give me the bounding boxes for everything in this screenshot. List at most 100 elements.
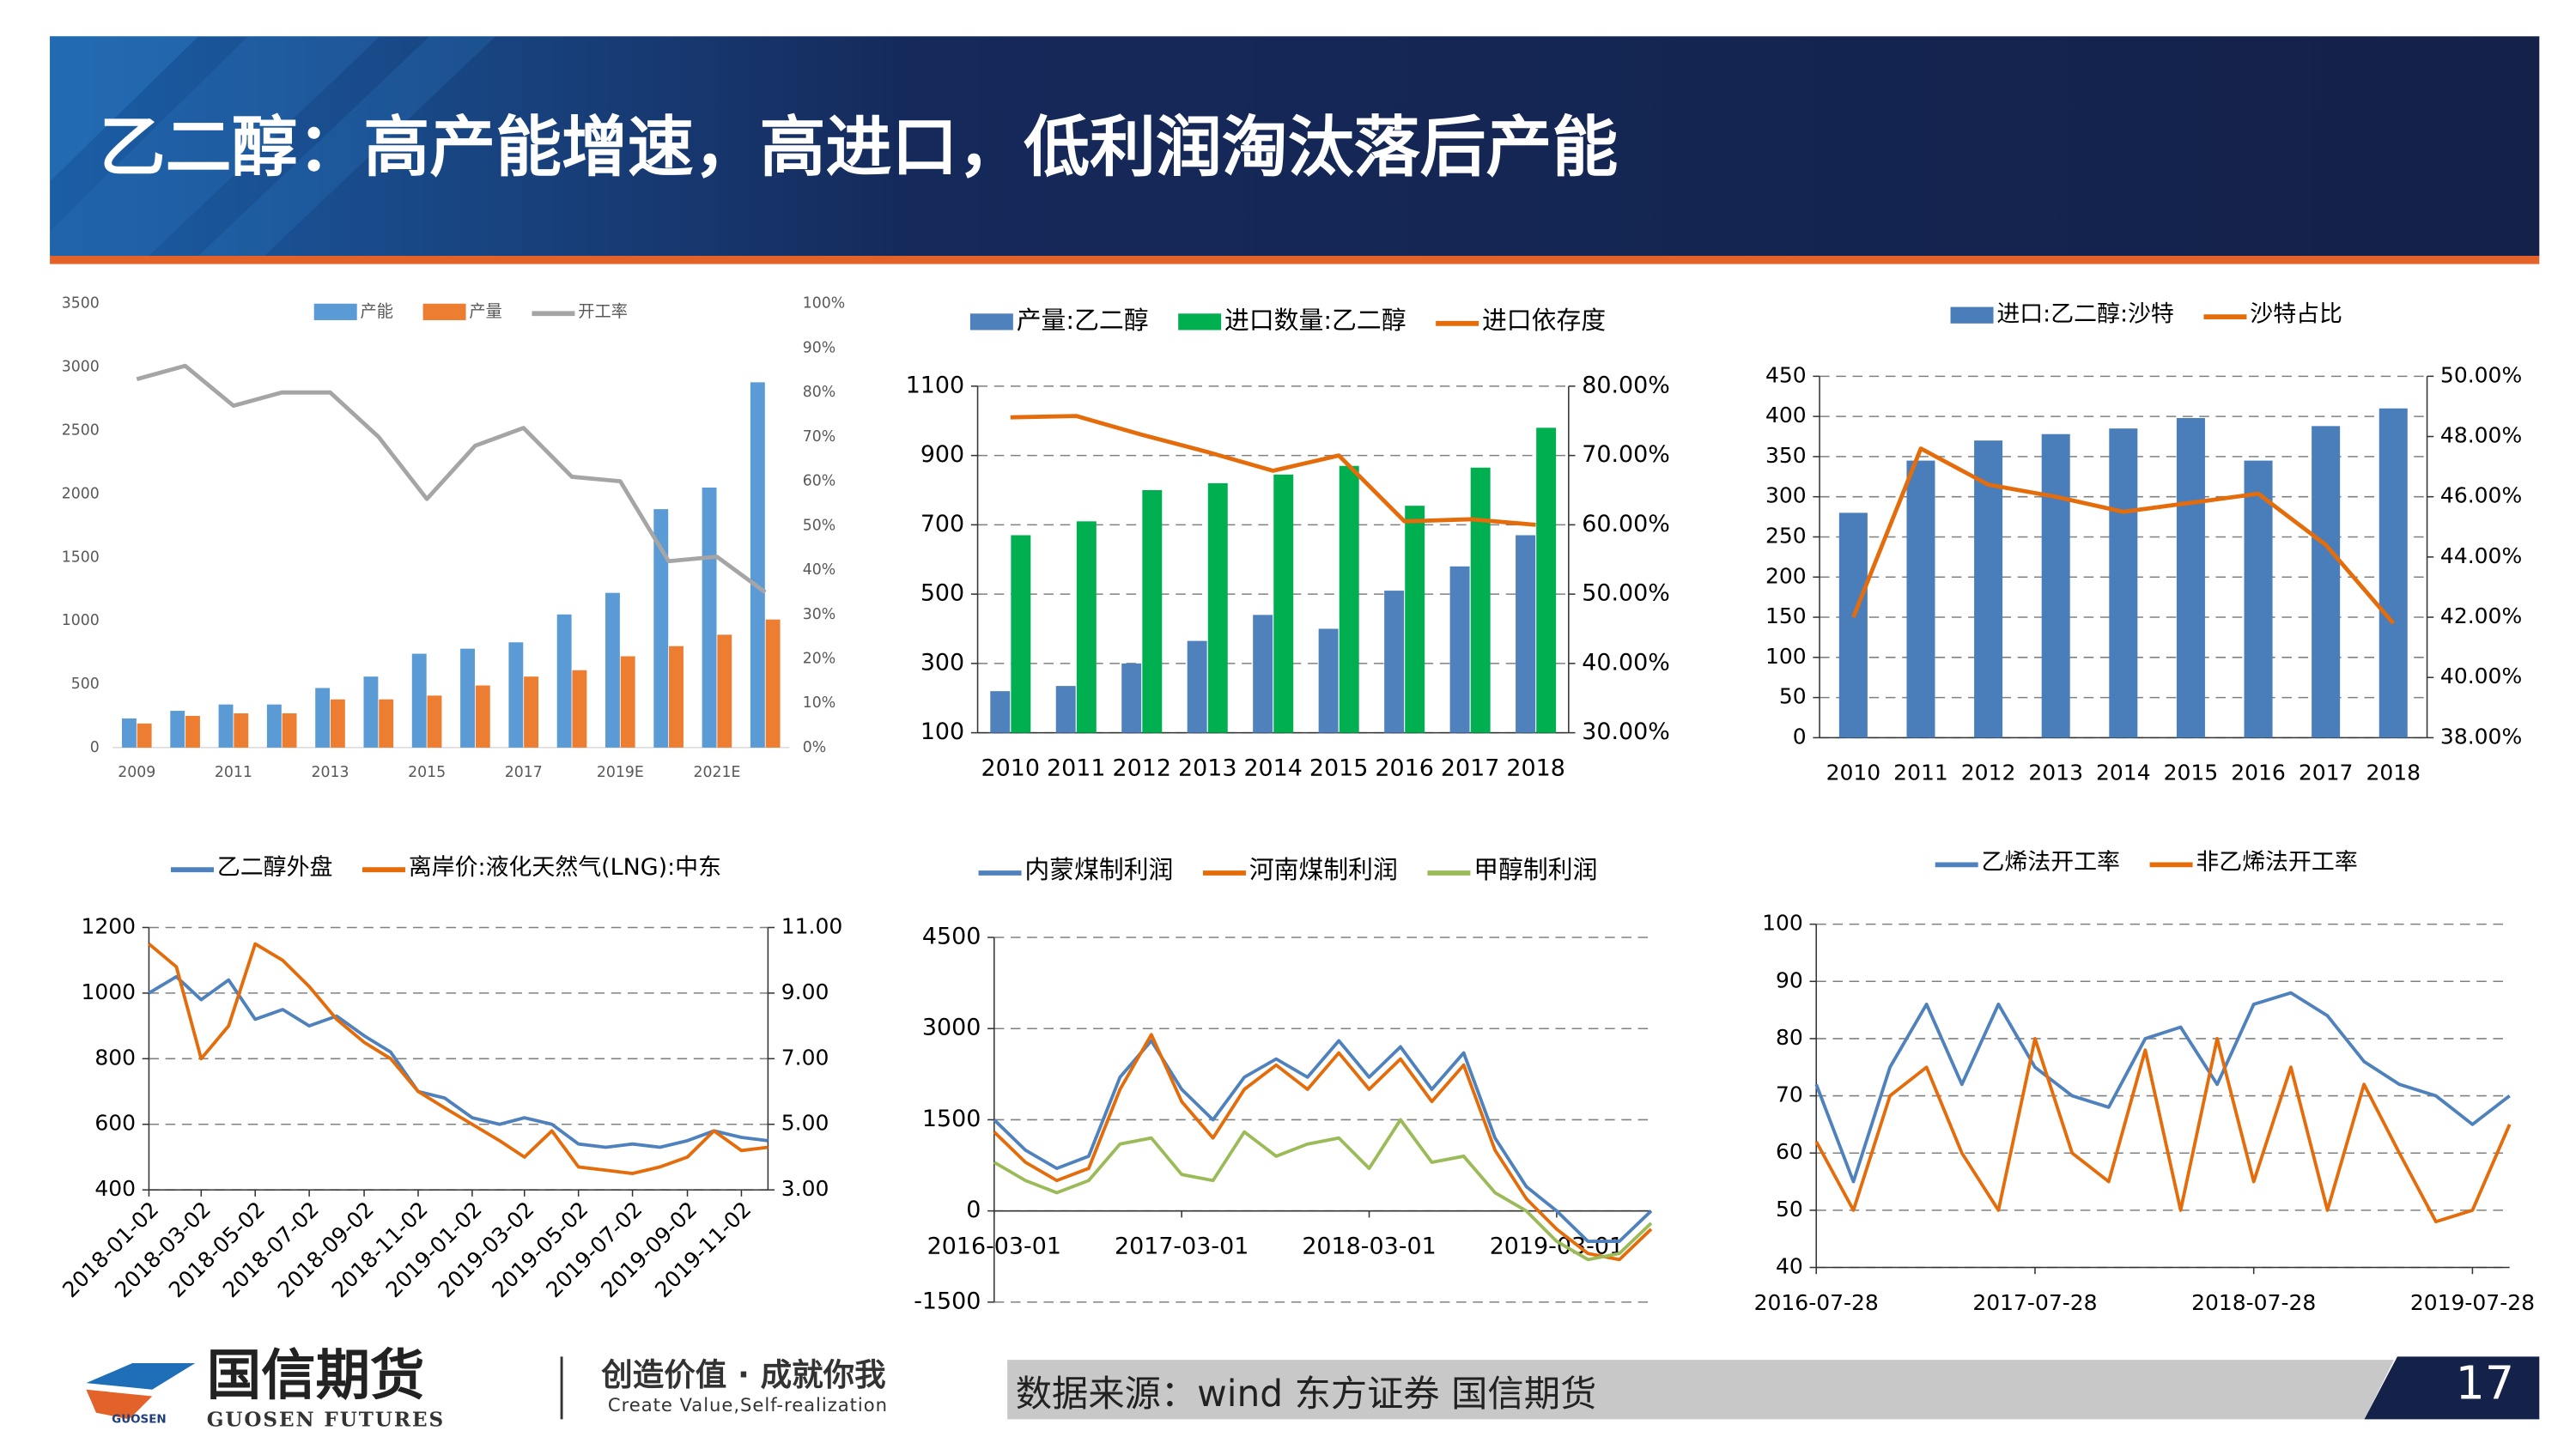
bar: [185, 715, 200, 748]
x-tick-label: 2019-07-28: [2410, 1290, 2535, 1315]
header-stripe: [198, 36, 496, 256]
bar: [1339, 465, 1359, 733]
series-line: [993, 1039, 1653, 1244]
y-tick-label: 0: [1793, 724, 1807, 749]
y-tick-label: 100: [1762, 911, 1803, 936]
y-tick-label: 50: [1776, 1197, 1803, 1222]
legend-label: 进口数量:乙二醇: [1224, 306, 1406, 335]
y2-tick-label: 100%: [803, 295, 845, 312]
x-tick-label: 2012: [1113, 755, 1171, 781]
bar: [556, 614, 572, 748]
bar: [2312, 426, 2341, 738]
y2-tick-label: 30%: [803, 606, 835, 623]
legend-swatch: [422, 303, 466, 320]
y-tick-label: 0: [966, 1197, 981, 1223]
bar: [379, 699, 394, 748]
legend: 产能 产量 开工率: [313, 301, 628, 321]
bar: [2244, 460, 2273, 738]
y2-tick-label: 5.00: [781, 1111, 829, 1136]
x-tick-label: 2009: [118, 764, 155, 781]
series-line: [1814, 991, 2511, 1184]
bar: [717, 634, 732, 748]
x-tick-label: 2010: [1826, 761, 1881, 785]
y2-tick-label: 46.00%: [2440, 483, 2522, 508]
x-tick-label: 2012: [1961, 761, 2016, 785]
y2-tick-label: 70.00%: [1582, 441, 1670, 468]
y2-tick-label: 80.00%: [1582, 372, 1670, 398]
bar: [669, 646, 683, 748]
bar: [1273, 474, 1294, 733]
y-tick-label: 150: [1765, 603, 1807, 628]
series-line: [1851, 446, 2396, 625]
bar: [1011, 535, 1031, 733]
y-tick-label: 1100: [906, 372, 964, 398]
y-tick-label: 300: [920, 649, 964, 676]
bar: [1405, 506, 1425, 733]
logo-en: GUOSEN FUTURES: [207, 1408, 445, 1431]
legend-label: 进口:乙二醇:沙特: [1996, 301, 2173, 328]
footer: GUOSEN 国信期货 GUOSEN FUTURES 创造价值 · 成就你我 C…: [86, 1343, 2540, 1431]
x-tick-label: 2017: [505, 764, 543, 781]
header-stripe: [50, 36, 380, 256]
legend-label: 沙特占比: [2250, 301, 2342, 328]
x-tick-label: 2016-07-28: [1754, 1290, 1879, 1315]
x-tick-label: 2011: [1047, 755, 1105, 781]
y-tick-label: 500: [920, 580, 964, 607]
chart: 100 300 500 700 900 1100 30.00% 40.00% 50.00% 60.…: [906, 306, 1670, 782]
x-tick-label: 2015: [408, 764, 446, 781]
y2-tick-label: 3.00: [781, 1176, 829, 1201]
y2-tick-label: 40%: [803, 561, 835, 579]
bar: [2041, 433, 2070, 738]
x-tick-label: 2018: [1506, 755, 1564, 781]
legend-swatch: [1950, 306, 1994, 324]
y-tick-label: 600: [94, 1111, 136, 1136]
bar: [2379, 408, 2408, 738]
bar: [1076, 521, 1097, 733]
bar: [1142, 489, 1163, 733]
y2-tick-label: 50.00%: [1582, 580, 1670, 607]
x-tick-label: 2018-07-28: [2191, 1290, 2316, 1315]
chart: -1500 0 1500 3000 4500 2016-03-01 2017-03-01 20…: [914, 855, 1653, 1314]
bar: [1318, 628, 1339, 733]
x-tick-label: 2019E: [597, 764, 644, 781]
bar: [653, 509, 669, 748]
x-tick-label: 2013: [1178, 755, 1236, 781]
logo-shape: [86, 1389, 153, 1420]
legend: 乙烯法开工率 非乙烯法开工率: [1935, 849, 2358, 876]
y-tick-label: 800: [94, 1045, 136, 1070]
y-tick-label: 4500: [922, 924, 981, 950]
legend-swatch: [313, 303, 357, 320]
bar: [1121, 663, 1142, 733]
y-tick-label: 3500: [62, 295, 100, 312]
x-tick-label: 2011: [215, 764, 252, 781]
slogan-cn: 创造价值 · 成就你我: [601, 1356, 885, 1393]
y-tick-label: 40: [1776, 1254, 1803, 1279]
x-tick-label: 2015: [2164, 761, 2219, 785]
y2-tick-label: 10%: [803, 694, 835, 712]
legend-label: 产能: [361, 301, 393, 321]
chart: 0 50 100 150 200 250 300 350 400 450 38.00% 40.00% 4…: [1765, 301, 2522, 785]
y2-tick-label: 38.00%: [2440, 724, 2522, 749]
bar: [702, 488, 717, 748]
y-tick-label: 80: [1776, 1025, 1803, 1050]
y2-tick-label: 20%: [803, 650, 835, 667]
legend-label: 甲醇制利润: [1473, 855, 1597, 884]
y2-tick-label: 0%: [803, 739, 826, 756]
bar: [1838, 512, 1868, 738]
x-tick-label: 2017: [1441, 755, 1499, 781]
legend-label: 产量:乙二醇: [1017, 306, 1149, 335]
bar: [121, 718, 137, 748]
bar: [266, 704, 282, 748]
series-line: [993, 1118, 1653, 1262]
bar: [137, 723, 152, 748]
y-tick-label: 1200: [81, 913, 136, 938]
series-line: [993, 1033, 1653, 1262]
y-tick-label: 3000: [922, 1015, 981, 1041]
bar: [524, 676, 539, 748]
chart: 400600800100012003.005.007.009.0011.0020…: [58, 854, 842, 1302]
legend: 进口:乙二醇:沙特 沙特占比: [1950, 301, 2342, 328]
y-tick-label: 0: [90, 739, 100, 756]
x-tick-label: 2015: [1309, 755, 1368, 781]
series-line: [148, 974, 769, 1149]
